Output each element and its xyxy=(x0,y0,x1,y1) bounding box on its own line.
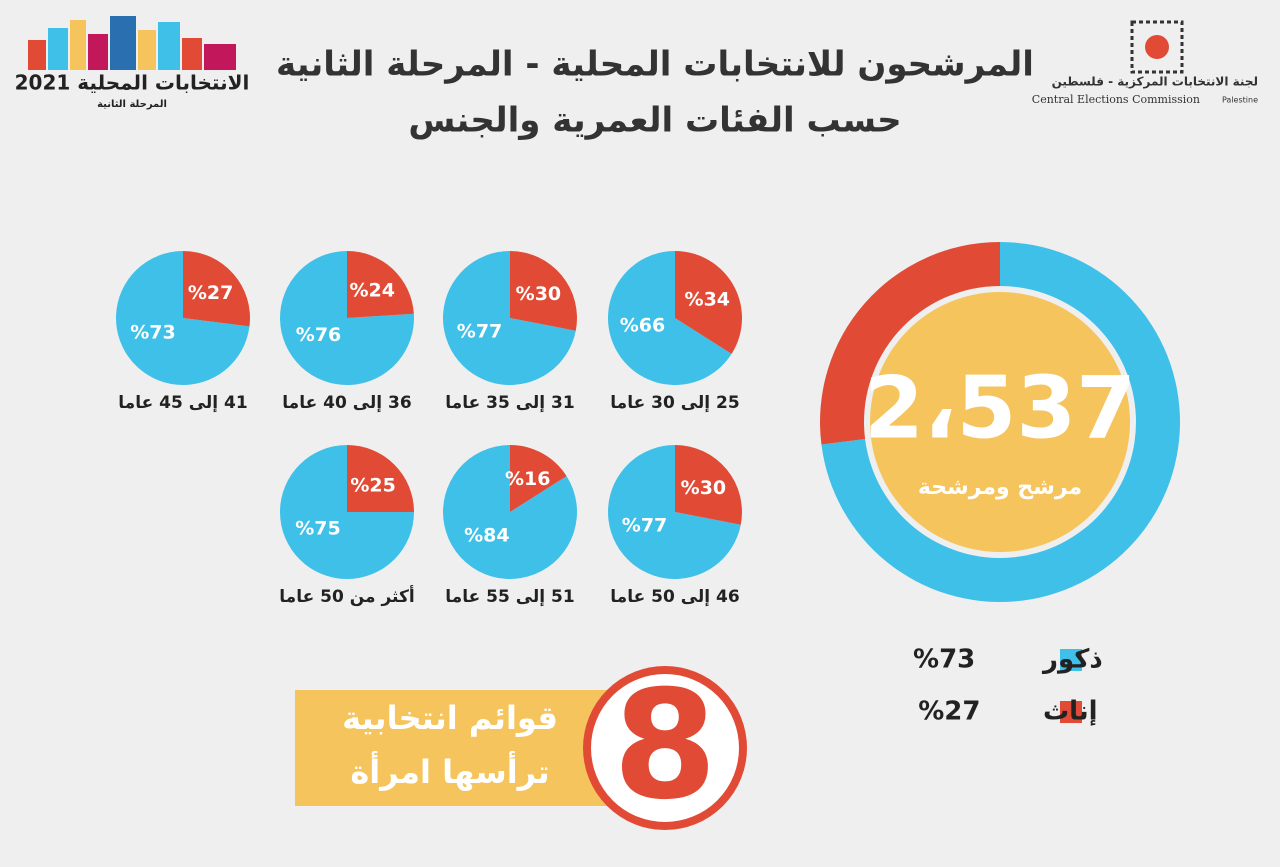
callout-circle xyxy=(583,666,747,830)
subtitle: حسب الفئات العمرية والجنس xyxy=(408,101,901,141)
pie-slice xyxy=(116,250,250,385)
pie-value-label: %16 xyxy=(505,468,550,490)
org-english: Central Elections Commission xyxy=(1032,93,1200,106)
total-value: 2،537 xyxy=(864,358,1136,458)
pie-slice xyxy=(675,445,742,525)
pie-slice xyxy=(510,445,567,512)
pie-title: 31 إلى 35 عاما xyxy=(445,393,574,413)
pie-value-label: %75 xyxy=(295,517,340,539)
pie-value-label: %66 xyxy=(620,314,665,336)
pie-value-label: %77 xyxy=(622,514,667,536)
pie-slice xyxy=(442,445,577,580)
pie-slice xyxy=(442,251,576,385)
pie-title: 41 إلى 45 عاما xyxy=(118,393,247,413)
pie-slice xyxy=(347,251,414,318)
org-arabic: لجنة الانتخابات المركزية - فلسطين xyxy=(1052,75,1258,89)
pie-slice xyxy=(347,445,414,512)
callout-box xyxy=(295,690,610,806)
pie-slice xyxy=(183,251,250,327)
pie-slice xyxy=(510,251,578,331)
legend-value: %27 xyxy=(918,697,980,727)
org-country: Palestine xyxy=(1222,96,1258,105)
pie-title: 51 إلى 55 عاما xyxy=(445,587,574,607)
pie-value-label: %77 xyxy=(457,320,502,342)
pie-value-label: %76 xyxy=(296,324,341,346)
pie-title: أكثر من 50 عاما xyxy=(279,585,414,607)
pie-title: 46 إلى 50 عاما xyxy=(610,587,739,607)
legend-swatch xyxy=(1060,649,1082,671)
legend-swatch xyxy=(1060,701,1082,723)
legend-label: ذكور xyxy=(1041,645,1103,675)
event-logo xyxy=(28,16,236,70)
pie-value-label: %24 xyxy=(349,280,394,302)
pie-value-label: %27 xyxy=(188,282,233,304)
pie-value-label: %34 xyxy=(685,289,730,311)
callout-line: ترأسها امرأة xyxy=(350,751,549,791)
callout-number: 8 xyxy=(613,659,717,833)
pie-value-label: %30 xyxy=(681,477,726,499)
callout-line: قوائم انتخابية xyxy=(342,699,558,737)
org-logo xyxy=(1130,20,1184,74)
event-phase: المرحلة الثانية xyxy=(97,99,167,110)
title: المرشحون للانتخابات المحلية - المرحلة ال… xyxy=(276,45,1034,85)
donut-center xyxy=(870,292,1130,552)
total-caption: مرشح ومرشحة xyxy=(918,475,1082,500)
pie-title: 25 إلى 30 عاما xyxy=(610,393,739,413)
pie-value-label: %30 xyxy=(516,283,561,305)
pie-value-label: %84 xyxy=(464,525,509,547)
pie-title: 36 إلى 40 عاما xyxy=(282,393,411,413)
donut-segment xyxy=(820,242,1000,445)
event-name: الانتخابات المحلية 2021 xyxy=(15,71,250,95)
pie-value-label: %25 xyxy=(350,474,395,496)
pie-slice xyxy=(607,445,741,580)
pie-value-label: %73 xyxy=(130,321,175,343)
pie-slice xyxy=(675,251,742,354)
pie-slice xyxy=(607,251,732,386)
legend-label: إناث xyxy=(1043,697,1098,727)
legend-value: %73 xyxy=(913,645,975,675)
